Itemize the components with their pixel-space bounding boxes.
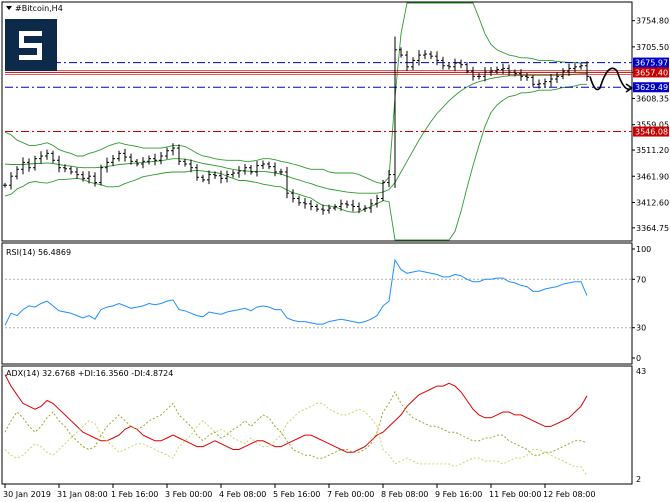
time-tick-label: 5 Feb 16:00 — [273, 490, 320, 499]
price-tick-label: 3412.60 — [636, 198, 669, 207]
price-tick-label: 3461.90 — [636, 172, 669, 181]
rsi-axis: 0 30 70 100 — [632, 245, 651, 363]
rsi-title: RSI(14) 56.4869 — [6, 248, 71, 257]
adx-tick-label-top: 43 — [636, 367, 646, 376]
rsi-tick-label: 0 — [636, 354, 641, 363]
time-tick-label: 7 Feb 00:00 — [327, 490, 374, 499]
di-minus-line — [4, 402, 588, 476]
level-tag-label-0: 3675.97 — [635, 59, 668, 68]
forecast-arrowhead-icon — [625, 83, 634, 93]
time-tick-label: 9 Feb 16:00 — [435, 490, 482, 499]
price-tick-label: 3559.05 — [636, 121, 669, 130]
price-panel-border — [1, 1, 633, 242]
bollinger-lower-line — [4, 83, 587, 241]
level-tag-label-2: 3629.49 — [635, 83, 668, 92]
time-tick-label: 12 Feb 08:00 — [543, 490, 595, 499]
price-tick-label: 3511.20 — [636, 146, 669, 155]
adx-line — [4, 374, 588, 453]
rsi-tick-label: 30 — [636, 324, 646, 333]
adx-tick-label-bottom: 2 — [636, 475, 641, 484]
di-plus-line — [4, 390, 588, 459]
price-tick-label: 3364.75 — [636, 224, 669, 233]
time-tick-label: 3 Feb 00:00 — [165, 490, 212, 499]
title-bar: #Bitcoin,H4 — [6, 4, 63, 13]
rsi-tick-label: 70 — [636, 275, 646, 284]
bollinger-bands — [4, 2, 587, 241]
price-tick-label: 3705.50 — [636, 43, 669, 52]
rsi-series — [4, 258, 588, 326]
price-tick-label: 3754.80 — [636, 17, 669, 26]
time-axis: 30 Jan 2019 31 Jan 08:00 1 Feb 16:00 3 Feb … — [3, 484, 595, 499]
rsi-level-lines — [5, 278, 632, 329]
rsi-panel-border — [1, 242, 633, 365]
level-tag-label-1: 3657.40 — [635, 68, 668, 77]
price-axis: 3364.75 3412.60 3461.90 3511.20 3559.05 3608.… — [632, 17, 669, 233]
bollinger-middle-line — [4, 73, 587, 194]
forecast-curve — [589, 67, 633, 91]
rsi-line — [4, 258, 588, 326]
adx-series — [4, 374, 588, 476]
level-tag-3 — [633, 126, 669, 137]
level-tag-2 — [633, 82, 669, 93]
time-tick-label: 30 Jan 2019 — [3, 490, 51, 499]
rsi-panel: 0 30 70 100 RSI(14) 56.4869 — [1, 242, 651, 365]
time-tick-label: 1 Feb 16:00 — [111, 490, 158, 499]
time-tick-label: 4 Feb 08:00 — [219, 490, 266, 499]
adx-panel-border — [1, 365, 633, 485]
symbol-title: #Bitcoin,H4 — [15, 4, 63, 13]
level-tag-1 — [633, 67, 669, 78]
adx-title: ADX(14) 32.6768 +DI:16.3560 -DI:4.8724 — [6, 369, 173, 378]
level-tag-label-3: 3546.08 — [635, 128, 668, 137]
level-tag-0 — [633, 57, 669, 68]
price-tick-label: 3608.35 — [636, 94, 669, 103]
rsi-tick-label: 100 — [636, 245, 651, 254]
time-tick-label: 11 Feb 00:00 — [489, 490, 541, 499]
broker-logo — [5, 19, 57, 71]
time-tick-label: 8 Feb 08:00 — [381, 490, 428, 499]
dropdown-arrow-icon[interactable] — [6, 6, 12, 10]
logo-mark-icon — [19, 31, 42, 60]
price-panel: 3364.75 3412.60 3461.90 3511.20 3559.05 3608.… — [1, 1, 669, 242]
candles — [3, 36, 589, 215]
adx-panel: 43 2 ADX(14) 32.6768 +DI:16.3560 -DI:4.87… — [1, 365, 646, 485]
forecast-path — [589, 67, 634, 93]
bollinger-upper-line — [4, 2, 587, 185]
adx-axis: 43 2 — [636, 367, 646, 484]
time-tick-label: 31 Jan 08:00 — [57, 490, 108, 499]
